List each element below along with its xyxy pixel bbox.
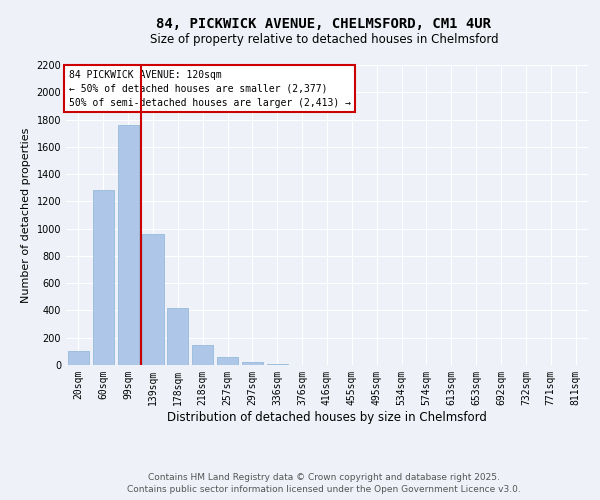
Bar	[267, 364, 288, 365]
Text: Contains HM Land Registry data © Crown copyright and database right 2025.
Contai: Contains HM Land Registry data © Crown c…	[127, 472, 521, 494]
Bar	[192, 344, 213, 365]
Y-axis label: Number of detached properties: Number of detached properties	[21, 128, 31, 302]
Bar	[93, 190, 114, 365]
Bar	[142, 234, 164, 365]
Text: 84 PICKWICK AVENUE: 120sqm
← 50% of detached houses are smaller (2,377)
50% of s: 84 PICKWICK AVENUE: 120sqm ← 50% of deta…	[68, 70, 350, 108]
Bar	[242, 362, 263, 365]
Bar	[217, 357, 238, 365]
Text: Size of property relative to detached houses in Chelmsford: Size of property relative to detached ho…	[149, 32, 499, 46]
Bar	[118, 125, 139, 365]
Text: 84, PICKWICK AVENUE, CHELMSFORD, CM1 4UR: 84, PICKWICK AVENUE, CHELMSFORD, CM1 4UR	[157, 18, 491, 32]
Bar	[167, 308, 188, 365]
Bar	[68, 352, 89, 365]
X-axis label: Distribution of detached houses by size in Chelmsford: Distribution of detached houses by size …	[167, 410, 487, 424]
